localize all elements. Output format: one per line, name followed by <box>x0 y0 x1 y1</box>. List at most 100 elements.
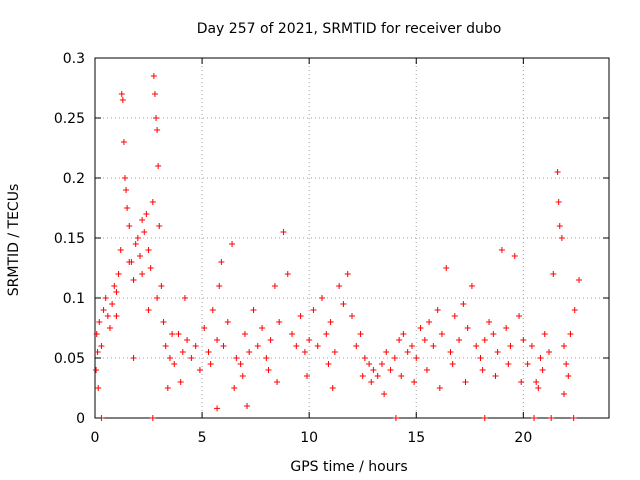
data-point <box>451 313 458 319</box>
data-point <box>297 313 304 319</box>
data-point <box>117 247 124 253</box>
data-point <box>486 319 493 325</box>
data-point <box>130 277 137 283</box>
data-point <box>160 319 167 325</box>
data-point <box>325 361 332 367</box>
data-point <box>184 337 191 343</box>
data-point <box>123 187 130 193</box>
x-tick-label: 20 <box>514 430 532 446</box>
data-point <box>181 295 188 301</box>
data-point <box>421 337 428 343</box>
data-point <box>154 127 161 133</box>
data-point <box>196 367 203 373</box>
data-point <box>366 361 373 367</box>
data-point <box>539 367 546 373</box>
data-point <box>246 349 253 355</box>
data-point <box>319 295 326 301</box>
data-point <box>411 379 418 385</box>
data-point <box>413 355 420 361</box>
data-point <box>456 337 463 343</box>
data-point <box>124 205 131 211</box>
data-point <box>95 385 102 391</box>
data-point <box>231 385 238 391</box>
data-point <box>214 337 221 343</box>
data-point <box>460 301 467 307</box>
data-point <box>119 97 126 103</box>
data-point <box>494 349 501 355</box>
data-point <box>104 313 111 319</box>
data-point <box>136 253 143 259</box>
data-point <box>535 385 542 391</box>
data-point <box>565 373 572 379</box>
data-point <box>556 223 563 229</box>
data-point <box>293 343 300 349</box>
data-point <box>254 343 261 349</box>
data-point <box>462 379 469 385</box>
data-point <box>511 253 518 259</box>
data-point <box>361 355 368 361</box>
data-point <box>130 355 137 361</box>
x-tick-label: 5 <box>198 430 207 446</box>
data-point <box>169 331 176 337</box>
data-point <box>426 319 433 325</box>
data-point <box>218 259 225 265</box>
data-point <box>93 367 100 373</box>
data-point <box>524 361 531 367</box>
data-point <box>145 247 152 253</box>
data-point <box>344 271 351 277</box>
data-point <box>96 319 103 325</box>
data-point <box>158 283 165 289</box>
data-point <box>336 283 343 289</box>
data-point <box>188 355 195 361</box>
data-point <box>464 325 471 331</box>
data-point <box>438 331 445 337</box>
data-point <box>220 343 227 349</box>
data-point <box>396 337 403 343</box>
data-point <box>558 235 565 241</box>
y-tick-label: 0.1 <box>63 291 85 307</box>
data-point <box>520 337 527 343</box>
data-point <box>98 343 105 349</box>
y-tick-label: 0.3 <box>63 51 85 67</box>
y-tick-label: 0.2 <box>63 171 85 187</box>
data-point <box>214 405 221 412</box>
x-tick-label: 10 <box>300 430 318 446</box>
data-point <box>383 349 390 355</box>
data-point <box>541 331 548 337</box>
data-point <box>449 361 456 367</box>
data-point <box>477 355 484 361</box>
y-tick-label: 0.05 <box>54 351 85 367</box>
data-point <box>229 241 236 247</box>
data-point <box>113 313 120 319</box>
data-point <box>310 307 317 313</box>
data-point <box>237 361 244 367</box>
data-point <box>93 331 100 337</box>
data-point <box>314 343 321 349</box>
data-point <box>423 367 430 373</box>
data-point <box>518 379 525 385</box>
y-tick-label: 0.25 <box>54 111 85 127</box>
data-point <box>570 415 577 421</box>
data-point <box>149 199 156 205</box>
data-point <box>400 331 407 337</box>
data-point <box>301 349 308 355</box>
data-point <box>265 367 272 373</box>
data-point <box>113 289 120 295</box>
data-point <box>516 313 523 319</box>
data-point <box>126 223 133 229</box>
data-point <box>267 337 274 343</box>
data-point <box>271 283 278 289</box>
data-point <box>548 415 555 421</box>
data-point <box>481 415 488 421</box>
data-point <box>503 325 510 331</box>
y-ticks: 0 0.05 0.1 0.15 0.2 0.25 0.3 <box>54 51 609 427</box>
data-point <box>353 343 360 349</box>
data-point <box>192 343 199 349</box>
y-axis-label: SRMTID / TECUs <box>6 184 22 297</box>
data-point <box>359 373 366 379</box>
data-point <box>306 337 313 343</box>
data-point <box>481 337 488 343</box>
data-point <box>177 379 184 385</box>
data-point <box>139 217 146 223</box>
